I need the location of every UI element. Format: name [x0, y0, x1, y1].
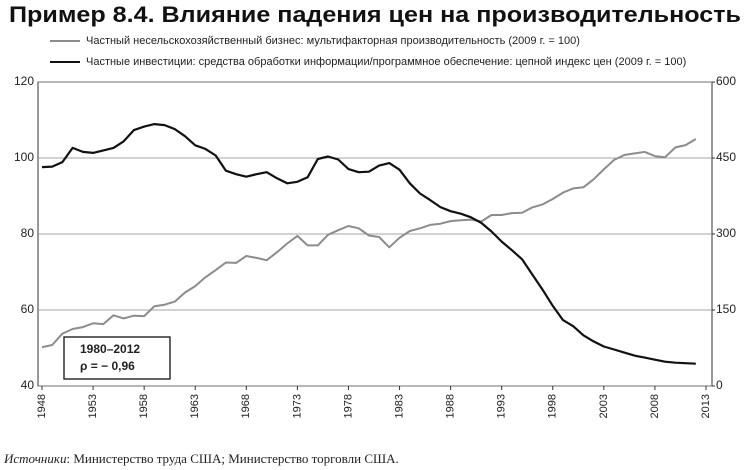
- x-tick-label: 1978: [342, 394, 354, 418]
- series-line: [41, 123, 696, 365]
- legend-label: Частные инвестиции: средства обработки и…: [86, 56, 686, 68]
- legend-item: Частные инвестиции: средства обработки и…: [50, 56, 686, 68]
- y2-tick-label: 300: [716, 226, 736, 240]
- annotation-period: 1980–2012: [80, 342, 140, 356]
- x-tick-label: 2003: [598, 394, 610, 418]
- x-tick-label: 1973: [291, 394, 303, 418]
- source: Источники: Министерство труда США; Минис…: [3, 451, 399, 466]
- series-line: [41, 138, 697, 349]
- legend-item: Частный несельскохозяйственный бизнес: м…: [50, 35, 580, 47]
- x-tick-label: 2013: [700, 394, 712, 418]
- x-tick-label: 2008: [649, 394, 661, 418]
- x-tick-label: 1963: [189, 394, 201, 418]
- source-text: : Министерство труда США; Министерство т…: [66, 451, 398, 466]
- y-tick-label: 60: [21, 302, 35, 316]
- x-tick-label: 1998: [547, 394, 559, 418]
- x-tick-label: 1953: [87, 394, 99, 418]
- chart-title: Пример 8.4. Влияние падения цен на произ…: [9, 2, 741, 27]
- legend-label: Частный несельскохозяйственный бизнес: м…: [86, 35, 580, 47]
- annotation-frame: [63, 336, 171, 380]
- y-tick-label: 40: [21, 378, 35, 392]
- y-tick-label: 100: [14, 150, 34, 164]
- source-label: Источники: [3, 451, 67, 466]
- x-tick-label: 1948: [36, 394, 48, 418]
- y-tick-label: 120: [14, 74, 34, 88]
- annotation-correlation: ρ = − 0,96: [80, 359, 135, 373]
- x-tick-label: 1958: [138, 394, 150, 418]
- annotation-box: 1980–2012 ρ = − 0,96: [63, 336, 171, 380]
- y2-tick-label: 600: [716, 74, 736, 88]
- x-tick-label: 1968: [240, 394, 252, 418]
- x-tick-label: 1993: [496, 394, 508, 418]
- y-tick-label: 80: [21, 226, 35, 240]
- y2-tick-label: 0: [716, 378, 723, 392]
- x-tick-label: 1988: [445, 394, 457, 418]
- x-tick-label: 1983: [393, 394, 405, 418]
- y2-tick-label: 450: [716, 150, 736, 164]
- y2-tick-label: 150: [716, 302, 736, 316]
